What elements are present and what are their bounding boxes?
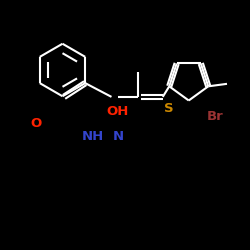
- Text: O: O: [30, 117, 42, 130]
- Text: S: S: [164, 102, 173, 115]
- Text: OH: OH: [107, 105, 129, 118]
- Text: NH: NH: [82, 130, 104, 143]
- Text: Br: Br: [207, 110, 224, 124]
- Text: N: N: [112, 130, 124, 143]
